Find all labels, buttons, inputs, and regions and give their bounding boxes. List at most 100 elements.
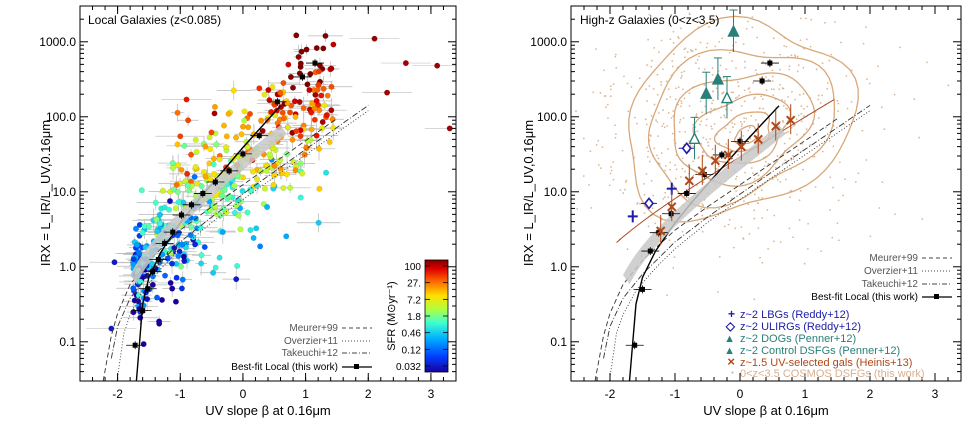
cosmos-dsfg-dot: [743, 117, 745, 120]
local-galaxy-point: [207, 146, 214, 153]
cosmos-dsfg-dot: [718, 41, 721, 43]
cosmos-dsfg-dot: [732, 246, 735, 249]
legend-sample-marker-4: ×: [727, 354, 735, 369]
local-galaxy-point: [187, 232, 194, 239]
cosmos-dsfg-dot: [850, 69, 853, 72]
cosmos-dsfg-dot: [844, 178, 847, 181]
cosmos-dsfg-dot: [771, 69, 774, 72]
local-galaxy-point: [144, 296, 151, 303]
cosmos-dsfg-dot: [735, 190, 738, 192]
cosmos-dsfg-dot: [630, 86, 633, 88]
local-galaxy-point: [185, 117, 192, 124]
cosmos-dsfg-dot: [699, 41, 702, 44]
heinis-point-b: [723, 150, 734, 160]
cosmos-dsfg-dot: [705, 124, 708, 127]
local-galaxy-point: [279, 109, 286, 116]
local-bestfit-band: [130, 124, 287, 285]
cosmos-dsfg-dot: [677, 35, 680, 38]
local-galaxy-point: [320, 45, 327, 52]
local-galaxy-point: [135, 249, 142, 256]
cosmos-dsfg-dot: [642, 182, 645, 185]
cosmos-dsfg-dot: [757, 227, 760, 230]
cosmos-dsfg-dot: [747, 88, 750, 90]
cosmos-dsfg-dot: [684, 170, 686, 173]
cosmos-dsfg-contour: [673, 72, 816, 187]
cosmos-dsfg-dot: [809, 45, 812, 48]
cosmos-dsfg-dot: [834, 21, 836, 23]
local-galaxy-point: [287, 109, 293, 116]
cosmos-dsfg-dot: [650, 65, 653, 68]
local-galaxy-point: [241, 117, 248, 124]
cosmos-dsfg-dot: [802, 66, 805, 69]
local-galaxy-point: [179, 276, 186, 283]
local-galaxy-point: [287, 74, 294, 80]
cosmos-dsfg-dot: [771, 75, 774, 78]
cosmos-dsfg-dot: [741, 123, 743, 126]
local-galaxy-point: [135, 298, 142, 305]
local-galaxy-point: [208, 129, 215, 136]
cosmos-dsfg-dot: [749, 137, 752, 140]
bestfit-point: [684, 190, 690, 196]
cosmos-dsfg-dot: [754, 69, 757, 72]
local-galaxy-point: [182, 178, 189, 185]
cosmos-dsfg-dot: [756, 72, 758, 75]
cosmos-dsfg-dot: [762, 107, 765, 110]
cosmos-dsfg-dot: [838, 161, 841, 164]
bestfit-point: [719, 152, 725, 158]
cosmos-dsfg-dot: [609, 85, 612, 87]
cosmos-dsfg-dot: [667, 88, 670, 91]
cosmos-dsfg-dot: [828, 139, 831, 142]
cosmos-dsfg-dot: [837, 110, 839, 113]
y-tick-label: 1.0: [59, 260, 76, 274]
cosmos-dsfg-dot: [794, 98, 796, 101]
cosmos-dsfg-dot: [784, 159, 787, 162]
local-galaxy-point: [234, 262, 241, 269]
cosmos-dsfg-dot: [517, 210, 519, 212]
cosmos-dsfg-dot: [700, 207, 703, 210]
legend-sample-marker-0: +: [728, 307, 735, 321]
cosmos-dsfg-dot: [758, 107, 761, 110]
cosmos-dsfg-dot: [918, 136, 921, 139]
legend-sample-marker-1: ◇: [725, 319, 736, 333]
cosmos-dsfg-dot: [725, 143, 728, 145]
cosmos-dsfg-dot: [774, 166, 777, 169]
cosmos-dsfg-dot: [669, 96, 672, 98]
local-galaxy-point: [213, 141, 220, 148]
cosmos-dsfg-dot: [788, 227, 791, 230]
cosmos-dsfg-dot: [798, 93, 801, 96]
cosmos-dsfg-dot: [854, 181, 857, 183]
legend-label-meurer: Meurer+99: [289, 323, 338, 334]
cosmos-dsfg-dot: [752, 82, 754, 84]
cosmos-dsfg-dot: [785, 178, 787, 181]
cosmos-dsfg-dot: [724, 116, 726, 119]
local-galaxy-point: [297, 194, 304, 201]
local-galaxy-point: [197, 224, 204, 231]
cosmos-dsfg-dot: [660, 39, 663, 42]
local-galaxy-point: [250, 235, 257, 241]
cosmos-dsfg-dot: [660, 84, 663, 86]
local-galaxy-point: [181, 142, 188, 149]
cosmos-dsfg-dot: [688, 92, 691, 95]
cosmos-dsfg-dot: [740, 226, 743, 228]
cosmos-dsfg-dot: [666, 294, 668, 297]
cosmos-dsfg-dot: [645, 123, 648, 126]
cosmos-dsfg-dot: [779, 181, 782, 183]
dog-point: [711, 72, 725, 85]
cosmos-dsfg-dot: [747, 129, 749, 132]
legend-sample-5: 0<z<3.5 COSMOS DSFGs (this work): [740, 368, 925, 380]
local-galaxy-point: [241, 108, 248, 115]
cosmos-dsfg-dot: [747, 20, 749, 23]
local-galaxy-point: [198, 260, 205, 267]
y-tick-label: 1000.0: [39, 35, 76, 49]
local-galaxy-point: [157, 211, 163, 218]
cosmos-dsfg-dot: [635, 21, 638, 24]
cosmos-dsfg-dot: [660, 152, 663, 154]
cosmos-dsfg-dot: [842, 194, 844, 197]
local-galaxy-point: [130, 256, 137, 263]
cosmos-dsfg-dot: [894, 213, 896, 216]
x-tick-label: 2: [867, 387, 874, 401]
cosmos-dsfg-dot: [724, 127, 727, 130]
legend-label-takeuchi: Takeuchi+12: [282, 348, 339, 359]
local-galaxy-point: [153, 216, 160, 223]
local-galaxy-point: [280, 115, 287, 122]
